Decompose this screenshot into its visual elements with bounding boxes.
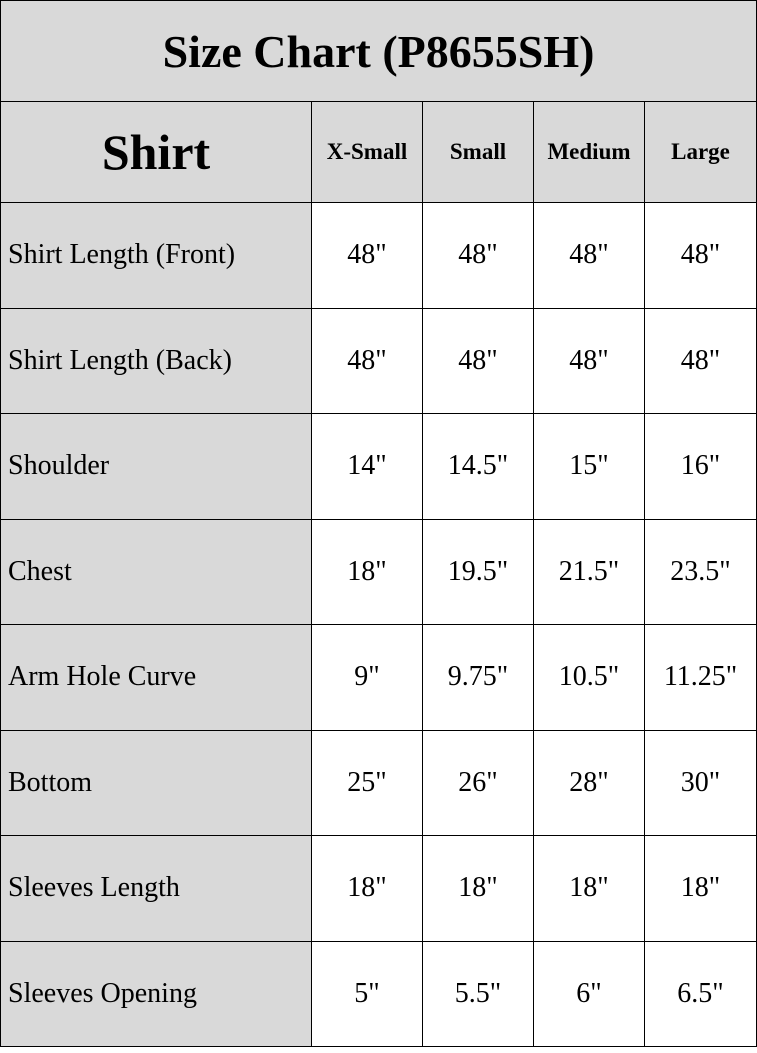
measurement-cell: 19.5" (422, 518, 534, 625)
measurement-cell: 48" (311, 307, 423, 414)
measurement-cell: 9.75" (422, 624, 534, 731)
table-row: Shirt Length (Front) 48" 48" 48" 48" (0, 202, 757, 309)
measurement-cell: 30" (643, 729, 757, 836)
measurement-cell: 26" (422, 729, 534, 836)
measurement-cell: 9" (311, 624, 423, 731)
row-label: Arm Hole Curve (0, 624, 312, 731)
measurement-cell: 48" (643, 307, 757, 414)
measurement-cell: 16" (643, 413, 757, 520)
row-label: Sleeves Length (0, 835, 312, 942)
header-row: Shirt X-Small Small Medium Large (0, 101, 757, 203)
measurement-cell: 18" (311, 518, 423, 625)
row-label: Bottom (0, 729, 312, 836)
table-row: Shoulder 14" 14.5" 15" 16" (0, 413, 757, 520)
measurement-cell: 15" (533, 413, 645, 520)
table-row: Bottom 25" 26" 28" 30" (0, 729, 757, 836)
size-header-xsmall: X-Small (311, 101, 423, 203)
measurement-cell: 18" (311, 835, 423, 942)
measurement-cell: 48" (422, 307, 534, 414)
measurement-cell: 11.25" (643, 624, 757, 731)
row-label: Shirt Length (Back) (0, 307, 312, 414)
measurement-cell: 48" (422, 202, 534, 309)
measurement-cell: 10.5" (533, 624, 645, 731)
measurement-cell: 48" (643, 202, 757, 309)
measurement-cell: 18" (422, 835, 534, 942)
measurement-cell: 48" (533, 307, 645, 414)
chart-title: Size Chart (P8655SH) (0, 0, 757, 102)
measurement-cell: 18" (643, 835, 757, 942)
measurement-cell: 14" (311, 413, 423, 520)
measurement-cell: 48" (533, 202, 645, 309)
measurement-cell: 18" (533, 835, 645, 942)
table-row: Sleeves Opening 5" 5.5" 6" 6.5" (0, 940, 757, 1047)
measurement-cell: 5.5" (422, 940, 534, 1047)
size-header-small: Small (422, 101, 534, 203)
measurement-cell: 25" (311, 729, 423, 836)
row-label: Chest (0, 518, 312, 625)
row-label: Shoulder (0, 413, 312, 520)
measurement-cell: 14.5" (422, 413, 534, 520)
table-row: Chest 18" 19.5" 21.5" 23.5" (0, 518, 757, 625)
category-header: Shirt (0, 101, 312, 203)
table-row: Sleeves Length 18" 18" 18" 18" (0, 835, 757, 942)
row-label: Shirt Length (Front) (0, 202, 312, 309)
size-header-large: Large (643, 101, 757, 203)
measurement-cell: 28" (533, 729, 645, 836)
measurement-cell: 23.5" (643, 518, 757, 625)
measurement-cell: 48" (311, 202, 423, 309)
table-row: Arm Hole Curve 9" 9.75" 10.5" 11.25" (0, 624, 757, 731)
measurement-cell: 6" (533, 940, 645, 1047)
measurement-cell: 6.5" (643, 940, 757, 1047)
table-row: Shirt Length (Back) 48" 48" 48" 48" (0, 307, 757, 414)
size-header-medium: Medium (533, 101, 645, 203)
row-label: Sleeves Opening (0, 940, 312, 1047)
measurement-cell: 21.5" (533, 518, 645, 625)
measurement-cell: 5" (311, 940, 423, 1047)
